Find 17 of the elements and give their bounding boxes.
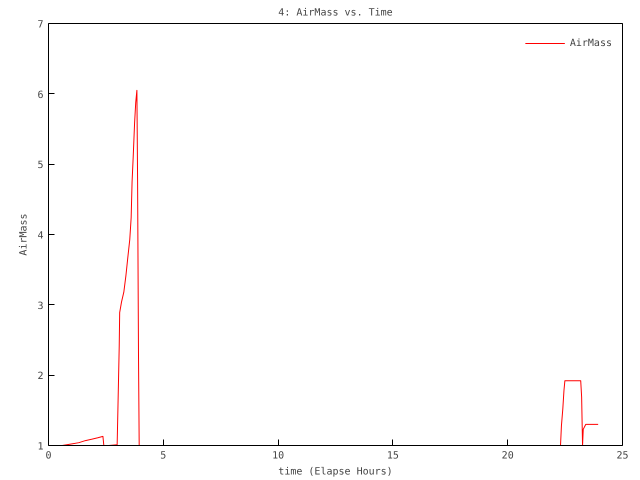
x-tick-label: 15 — [386, 450, 399, 462]
legend-label: AirMass — [570, 38, 612, 48]
y-tick-label: 3 — [37, 300, 44, 312]
y-tick-label: 4 — [37, 230, 44, 242]
y-axis-title: AirMass — [18, 213, 30, 256]
y-tick-label: 7 — [37, 20, 44, 30]
x-tick-label: 25 — [616, 450, 629, 462]
chart-title: 4: AirMass vs. Time — [278, 8, 393, 18]
x-tick-label: 10 — [272, 450, 284, 462]
x-tick-label: 5 — [160, 450, 166, 462]
y-tick-label: 1 — [37, 442, 44, 452]
x-axis-title: time (Elapse Hours) — [278, 466, 393, 478]
y-tick-label: 2 — [37, 371, 44, 382]
y-tick-label: 5 — [37, 160, 44, 172]
x-tick-label: 20 — [502, 450, 514, 462]
x-tick-label: 0 — [45, 450, 52, 462]
y-tick-label: 6 — [37, 90, 44, 101]
